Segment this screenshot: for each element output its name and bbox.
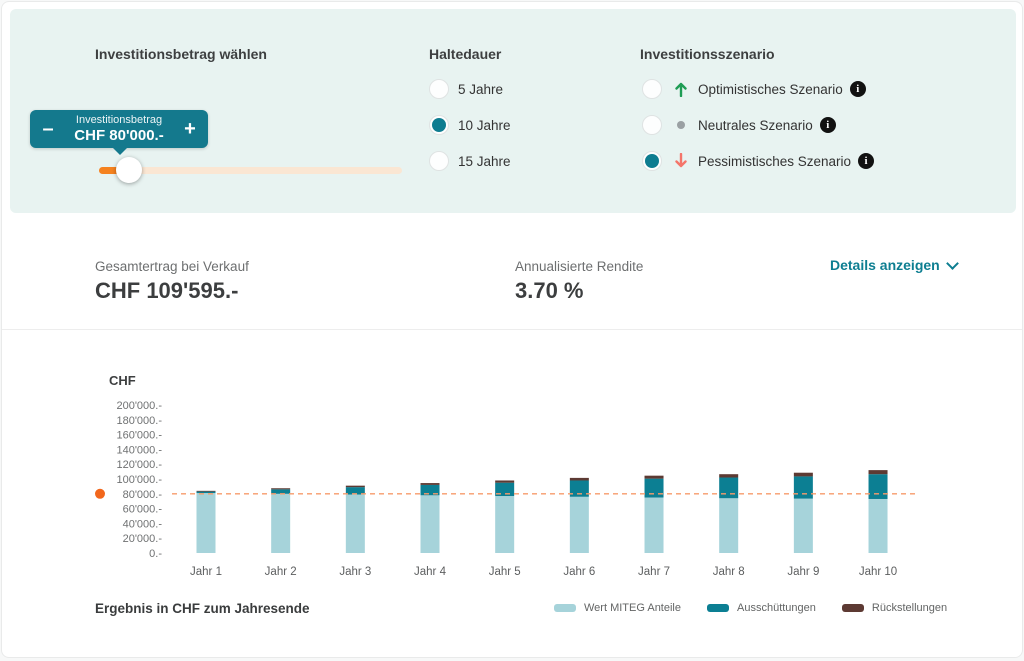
details-toggle-link[interactable]: Details anzeigen xyxy=(830,257,959,273)
radio-label-5-jahre[interactable]: 5 Jahre xyxy=(458,81,504,97)
svg-text:Jahr 2: Jahr 2 xyxy=(265,566,297,578)
radio-5-jahre[interactable] xyxy=(429,79,449,99)
investment-amount-display: Investitionsbetrag CHF 80'000.- xyxy=(66,114,172,144)
investment-amount-control: – Investitionsbetrag CHF 80'000.- + xyxy=(30,110,208,155)
chevron-down-icon xyxy=(945,257,959,270)
svg-text:140'000.-: 140'000.- xyxy=(116,444,162,456)
holding-period-option-15: 15 Jahre xyxy=(429,150,511,172)
legend-item-wert-miteg-anteile: Wert MITEG Anteile xyxy=(554,602,681,614)
svg-text:Jahr 8: Jahr 8 xyxy=(713,566,745,578)
legend-label: Wert MITEG Anteile xyxy=(584,602,681,614)
scenario-option-neutral: Neutrales Szenario i xyxy=(642,114,836,136)
chart-footer-title: Ergebnis in CHF zum Jahresende xyxy=(95,601,310,616)
scenario-option-optimistic: Optimistisches Szenario i xyxy=(642,78,866,100)
svg-text:Jahr 10: Jahr 10 xyxy=(859,566,897,578)
legend-item-rueckstellungen: Rückstellungen xyxy=(841,602,948,614)
scenario-label-optimistic[interactable]: Optimistisches Szenario xyxy=(698,81,843,97)
svg-text:Jahr 3: Jahr 3 xyxy=(339,566,371,578)
legend-swatch-light-teal xyxy=(554,604,576,612)
legend-item-ausschuettungen: Ausschüttungen xyxy=(707,602,816,614)
holding-period-option-10: 10 Jahre xyxy=(429,114,511,136)
info-icon[interactable]: i xyxy=(858,153,875,169)
decrease-amount-button[interactable]: – xyxy=(30,110,66,148)
scenario-label-neutral[interactable]: Neutrales Szenario xyxy=(698,117,813,133)
radio-optimistic[interactable] xyxy=(642,79,662,99)
legend-swatch-dark-teal xyxy=(707,604,729,612)
svg-text:Jahr 5: Jahr 5 xyxy=(489,566,521,578)
svg-text:0.-: 0.- xyxy=(149,548,162,560)
svg-text:Jahr 7: Jahr 7 xyxy=(638,566,670,578)
scenario-option-pessimistic: Pessimistisches Szenario i xyxy=(642,150,875,172)
tooltip-pointer xyxy=(113,148,127,155)
radio-label-15-jahre[interactable]: 15 Jahre xyxy=(458,153,511,169)
investment-amount-value: CHF 80'000.- xyxy=(74,127,164,144)
svg-text:60'000.-: 60'000.- xyxy=(123,504,163,516)
arrow-up-icon xyxy=(673,80,689,98)
results-chart: 200'000.- 180'000.- 160'000.- 140'000.- 120'… xyxy=(95,400,915,578)
radio-label-10-jahre[interactable]: 10 Jahre xyxy=(458,117,511,133)
details-toggle-label: Details anzeigen xyxy=(830,257,940,273)
amount-slider-handle[interactable] xyxy=(116,157,142,183)
svg-text:160'000.-: 160'000.- xyxy=(116,430,162,442)
legend-label: Ausschüttungen xyxy=(737,602,816,614)
annualized-return-label: Annualisierte Rendite xyxy=(515,259,644,274)
svg-text:200'000.-: 200'000.- xyxy=(116,400,162,412)
amount-slider-track[interactable] xyxy=(99,167,402,174)
info-icon[interactable]: i xyxy=(849,81,866,97)
svg-text:20'000.-: 20'000.- xyxy=(123,533,163,545)
results-row: Gesamtertrag bei Verkauf CHF 109'595.- A… xyxy=(2,213,1022,330)
investment-amount-label: Investitionsbetrag xyxy=(75,114,163,126)
total-return-label: Gesamtertrag bei Verkauf xyxy=(95,259,249,274)
chart-axis-title: CHF xyxy=(109,373,136,388)
arrow-down-icon xyxy=(673,152,689,170)
svg-text:Jahr 9: Jahr 9 xyxy=(787,566,819,578)
scenario-section-title: Investitionsszenario xyxy=(640,46,775,62)
svg-text:Jahr 1: Jahr 1 xyxy=(190,566,222,578)
dot-icon xyxy=(673,116,689,134)
svg-text:120'000.-: 120'000.- xyxy=(116,459,162,471)
svg-text:Jahr 6: Jahr 6 xyxy=(563,566,595,578)
svg-text:40'000.-: 40'000.- xyxy=(123,518,163,530)
total-return-value: CHF 109'595.- xyxy=(95,278,239,303)
chart-legend: Wert MITEG Anteile Ausschüttungen Rückst… xyxy=(554,602,954,614)
svg-text:80'000.-: 80'000.- xyxy=(123,489,163,501)
svg-text:180'000.-: 180'000.- xyxy=(116,415,162,427)
annualized-return-value: 3.70 % xyxy=(515,278,584,303)
info-icon[interactable]: i xyxy=(819,117,836,133)
scenario-label-pessimistic[interactable]: Pessimistisches Szenario xyxy=(698,153,852,169)
amount-slider-fill xyxy=(99,167,129,174)
legend-swatch-brown xyxy=(841,604,864,612)
svg-text:100'000.-: 100'000.- xyxy=(116,474,162,486)
legend-label: Rückstellungen xyxy=(871,602,948,614)
holding-period-title: Haltedauer xyxy=(429,46,502,62)
radio-pessimistic[interactable] xyxy=(642,151,662,171)
radio-10-jahre[interactable] xyxy=(429,115,449,135)
investment-section-title: Investitionsbetrag wählen xyxy=(95,46,267,62)
radio-15-jahre[interactable] xyxy=(429,151,449,171)
holding-period-option-5: 5 Jahre xyxy=(429,78,503,100)
svg-text:Jahr 4: Jahr 4 xyxy=(414,566,447,578)
increase-amount-button[interactable]: + xyxy=(172,110,208,148)
radio-neutral[interactable] xyxy=(642,115,662,135)
controls-panel: Investitionsbetrag wählen Haltedauer Inv… xyxy=(10,9,1016,213)
